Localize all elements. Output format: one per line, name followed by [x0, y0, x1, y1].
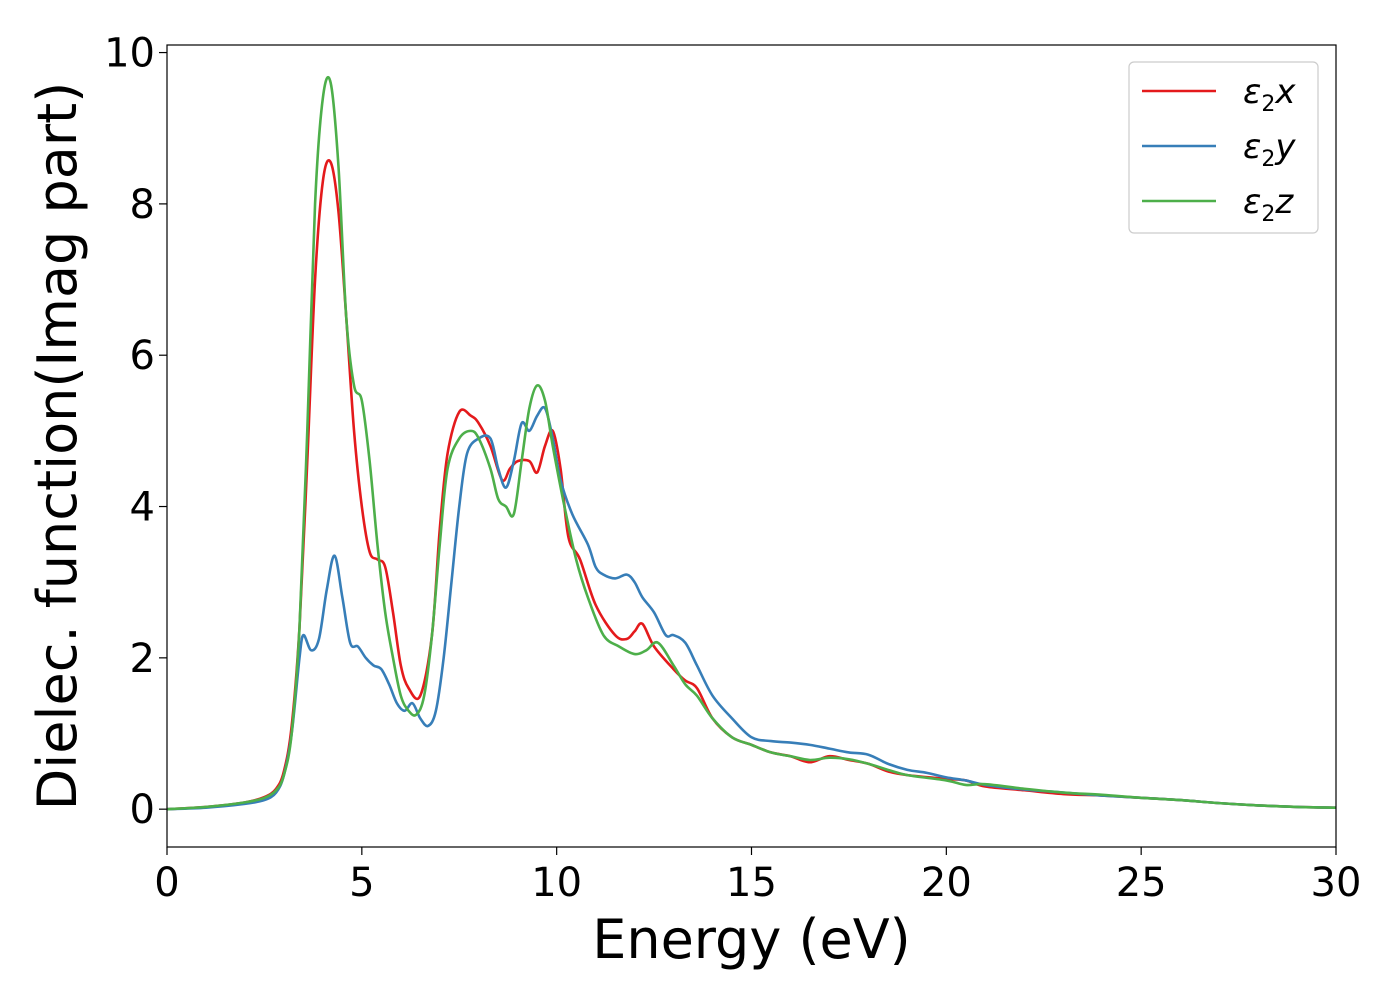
legend-label: ε2y	[1243, 127, 1296, 172]
y-tick-label: 6	[130, 333, 155, 379]
legend-box	[1128, 61, 1319, 234]
x-tick-label: 15	[726, 860, 777, 906]
legend-label-tail: z	[1274, 182, 1294, 222]
x-tick-label: 30	[1311, 860, 1362, 906]
legend-label-main: ε	[1243, 127, 1261, 167]
x-tick-label: 5	[349, 860, 374, 906]
y-tick-label: 8	[130, 182, 155, 228]
y-tick-label: 0	[130, 787, 155, 833]
legend-label-sub: 2	[1261, 147, 1275, 172]
legend-label-main: ε	[1243, 182, 1261, 222]
y-tick-label: 10	[104, 31, 155, 77]
x-axis-title: Energy (eV)	[592, 908, 911, 971]
legend-label-sub: 2	[1261, 202, 1275, 227]
y-tick-label: 4	[130, 485, 155, 531]
series-line-z	[166, 76, 1337, 811]
series-lines	[166, 76, 1337, 811]
x-tick-label: 10	[531, 860, 582, 906]
y-axis-title: Dielec. function(Imag part)	[26, 82, 89, 811]
legend-label: ε2x	[1243, 72, 1296, 117]
legend-label: ε2z	[1243, 182, 1294, 227]
legend-label-tail: x	[1274, 72, 1296, 112]
series-line-y	[166, 405, 1337, 811]
y-axis: 0 2 4 6 8 10	[104, 31, 167, 833]
y-tick-label: 2	[130, 636, 155, 682]
x-tick-label: 0	[154, 860, 179, 906]
legend-label-tail: y	[1274, 127, 1296, 167]
x-tick-label: 25	[1116, 860, 1167, 906]
x-axis: 0 5 10 15 20 25 30	[154, 847, 1361, 906]
legend-label-sub: 2	[1261, 92, 1275, 117]
x-tick-label: 20	[921, 860, 972, 906]
legend-label-main: ε	[1243, 72, 1261, 112]
